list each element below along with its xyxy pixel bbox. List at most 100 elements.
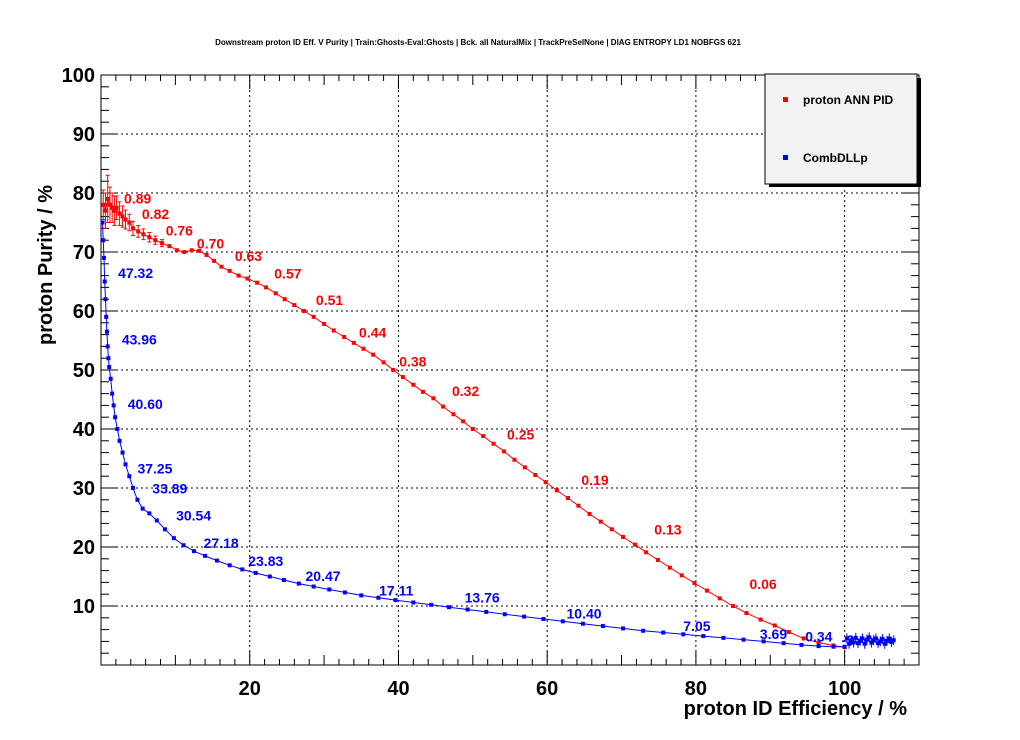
x-tick-label: 60 <box>536 678 558 700</box>
y-tick-label: 60 <box>73 301 95 323</box>
data-point <box>411 382 416 387</box>
data-point <box>104 329 109 334</box>
data-point <box>831 644 836 649</box>
data-point <box>245 276 250 281</box>
data-point <box>227 268 232 273</box>
data-point <box>554 488 559 493</box>
legend: proton ANN PID CombDLLp <box>764 73 921 187</box>
data-point <box>470 427 475 431</box>
data-point <box>108 376 113 381</box>
point-annotation: 0.76 <box>166 222 193 238</box>
x-tick-label: 20 <box>239 678 261 700</box>
data-point <box>600 624 605 629</box>
data-point <box>102 279 107 284</box>
data-point <box>721 635 726 640</box>
cluster-point <box>871 638 876 643</box>
cluster-point <box>889 639 894 644</box>
data-point <box>296 581 301 586</box>
data-point <box>717 596 722 601</box>
point-annotation: 3.69 <box>760 626 787 642</box>
data-point <box>816 644 821 649</box>
x-tick-label: 80 <box>685 678 707 700</box>
point-annotation: 0.44 <box>359 325 386 341</box>
data-point <box>282 297 287 302</box>
data-point <box>681 632 686 637</box>
data-point <box>117 211 122 216</box>
data-point <box>191 549 196 554</box>
data-point <box>281 578 286 583</box>
data-point <box>127 474 132 479</box>
data-point <box>522 465 527 470</box>
y-tick-label: 90 <box>73 124 95 146</box>
chart-title: Downstream proton ID Eff. V Purity | Tra… <box>215 38 741 47</box>
data-point <box>311 314 316 319</box>
data-point <box>502 612 507 617</box>
data-point <box>110 391 115 396</box>
data-point <box>174 248 179 253</box>
data-point <box>264 285 269 290</box>
legend-marker-proton-ann-pid <box>783 97 788 102</box>
data-point <box>147 235 152 240</box>
data-point <box>101 238 106 243</box>
series-line-combdllp <box>102 222 845 648</box>
data-point <box>351 340 356 345</box>
data-point <box>376 595 381 600</box>
data-point <box>120 214 125 219</box>
data-point <box>781 641 786 646</box>
y-tick-label: 70 <box>73 242 95 264</box>
data-point <box>215 558 220 563</box>
legend-label-proton-ann-pid: proton ANN PID <box>803 93 894 107</box>
data-point <box>705 588 710 593</box>
data-point <box>240 567 245 572</box>
data-point <box>267 574 272 579</box>
cluster-point <box>856 641 861 646</box>
data-point <box>171 536 176 541</box>
point-annotation: 40.60 <box>128 396 163 412</box>
data-point <box>772 623 777 628</box>
data-point <box>203 553 208 558</box>
data-point <box>103 297 108 302</box>
series-combdllp <box>100 220 896 649</box>
cluster-point <box>844 636 849 641</box>
data-point <box>484 609 489 614</box>
point-annotation: 0.57 <box>274 266 301 282</box>
data-point <box>204 252 209 257</box>
data-point <box>159 241 164 246</box>
data-point <box>692 580 697 585</box>
point-annotation: 20.47 <box>306 568 341 584</box>
data-point <box>141 232 146 237</box>
data-point <box>429 602 434 607</box>
data-point <box>103 208 108 213</box>
data-point <box>621 534 626 539</box>
legend-box <box>764 73 918 185</box>
point-annotation: 23.83 <box>248 553 283 569</box>
cluster-point <box>891 638 896 643</box>
cluster-point <box>860 636 865 641</box>
data-point <box>679 573 684 578</box>
point-annotation: 30.54 <box>176 507 211 523</box>
cluster-point <box>862 641 867 646</box>
point-annotation: 0.89 <box>124 191 151 207</box>
data-point <box>621 626 626 631</box>
data-point <box>113 415 118 420</box>
cluster-point <box>885 638 890 643</box>
data-point <box>431 396 436 401</box>
data-point <box>227 563 232 568</box>
data-point <box>541 616 546 621</box>
data-point <box>744 611 749 616</box>
cluster-point <box>878 639 883 644</box>
y-tick-label: 80 <box>73 183 95 205</box>
data-point <box>451 412 456 417</box>
data-point <box>502 449 507 454</box>
data-point <box>371 352 376 357</box>
data-point <box>167 244 172 249</box>
data-point <box>465 607 470 612</box>
cluster-point <box>882 641 887 646</box>
data-point <box>114 205 119 210</box>
series-line-proton-ann-pid <box>102 197 845 648</box>
data-point <box>560 619 565 624</box>
data-point <box>123 217 128 222</box>
data-point <box>127 220 132 225</box>
y-tick-label: 40 <box>73 419 95 441</box>
